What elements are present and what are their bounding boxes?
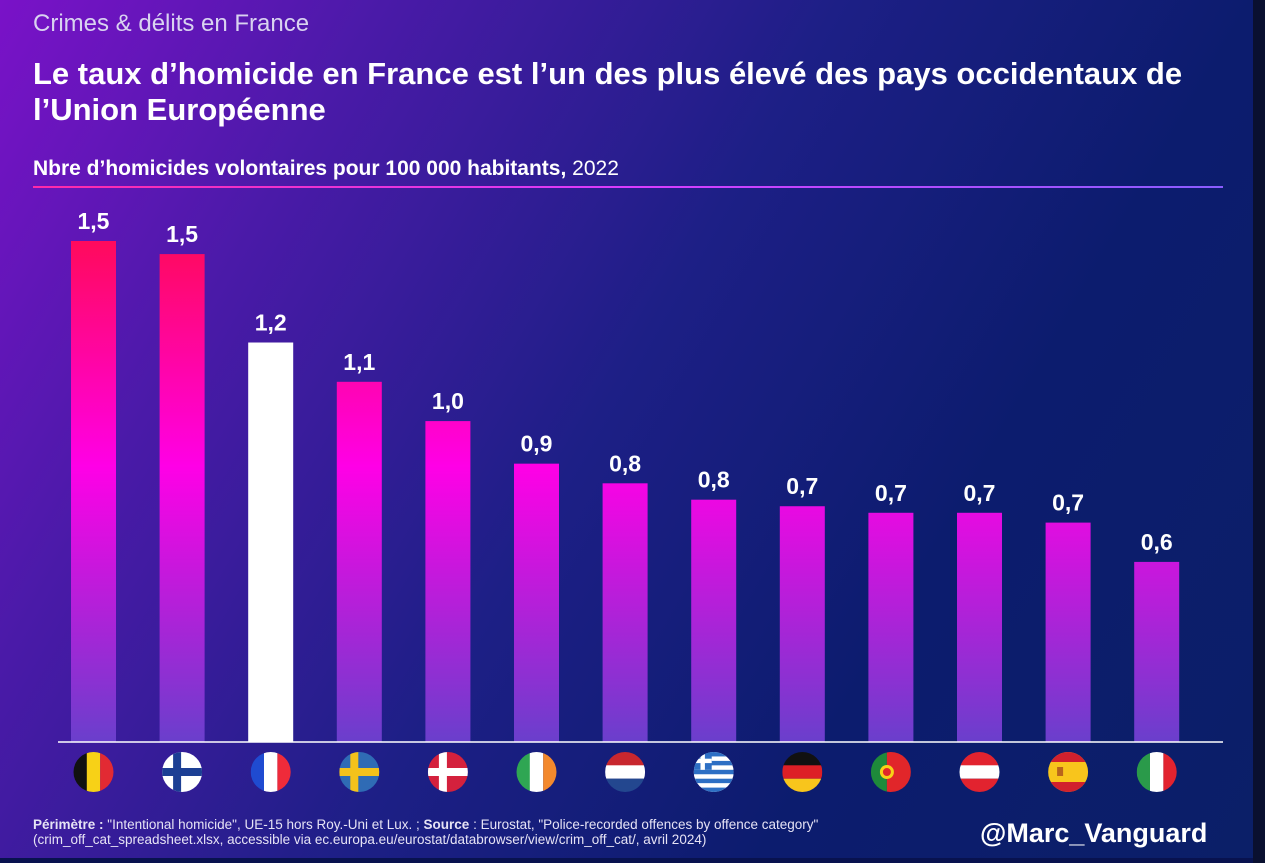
subtitle-measure: Nbre d’homicides volontaires pour 100 00…: [33, 157, 567, 180]
belgium-flag-icon: [73, 752, 114, 792]
portugal-flag-icon: [870, 752, 911, 792]
bar-espagne: [1045, 522, 1091, 742]
value-label-gr-ce: 0,8: [698, 467, 730, 493]
value-label-autriche: 0,7: [964, 480, 996, 506]
bar-pays-bas: [602, 483, 648, 742]
sweden-flag-icon: [339, 752, 380, 792]
bar-finlande: [159, 254, 205, 743]
value-label-espagne: 0,7: [1052, 490, 1084, 516]
value-label-finlande: 1,5: [166, 221, 198, 247]
denmark-flag-icon: [427, 752, 468, 792]
source-text: : Eurostat, "Police-recorded offences by…: [33, 817, 819, 847]
bar-su-de: [336, 381, 382, 742]
greece-flag-icon: [693, 752, 734, 792]
france-flag-icon: [250, 752, 291, 792]
bar-italie: [1134, 561, 1180, 742]
germany-flag-icon: [782, 752, 823, 792]
netherlands-flag-icon: [605, 752, 646, 792]
flags-group: [73, 752, 1177, 792]
source-note: Périmètre : "Intentional homicide", UE-1…: [33, 817, 963, 847]
bar-portugal: [868, 512, 914, 742]
bar-gr-ce: [691, 499, 737, 742]
kicker-label: Crimes & délits en France: [33, 10, 310, 37]
value-label-italie: 0,6: [1141, 529, 1173, 555]
bar-allemagne: [779, 506, 825, 742]
value-label-pays-bas: 0,8: [609, 450, 641, 476]
value-label-danemark: 1,0: [432, 388, 464, 414]
bar-autriche: [957, 512, 1002, 742]
bar-france: [248, 342, 294, 742]
bars-group: 1,5 1,5 1,2 1,1 1,0 0,9 0,8 0,8 0,7 0,7 0,7 0,7 0,6: [71, 208, 1180, 743]
value-label-su-de: 1,1: [343, 349, 375, 375]
subtitle-year: 2022: [572, 157, 619, 180]
perimetre-label: Périmètre :: [33, 817, 104, 832]
bar-irlande: [514, 463, 559, 742]
ireland-flag-icon: [516, 752, 557, 792]
value-label-belgique: 1,5: [78, 208, 110, 234]
value-label-france: 1,2: [255, 310, 287, 336]
italy-flag-icon: [1136, 752, 1177, 792]
bar-danemark: [425, 421, 471, 742]
austria-flag-icon: [959, 752, 1000, 792]
source-label: Source: [423, 817, 470, 832]
bar-belgique: [71, 241, 116, 742]
chart-title: Le taux d’homicide en France est l’un de…: [33, 56, 1183, 127]
finland-flag-icon: [162, 752, 203, 792]
value-label-portugal: 0,7: [875, 480, 907, 506]
value-label-irlande: 0,9: [521, 431, 553, 457]
value-label-allemagne: 0,7: [786, 473, 818, 499]
subtitle-divider: [33, 186, 1223, 188]
perimetre-text: "Intentional homicide", UE-15 hors Roy.-…: [103, 817, 424, 832]
spain-flag-icon: [1048, 752, 1089, 792]
bar-chart: 1,5 1,5 1,2 1,1 1,0 0,9 0,8 0,8 0,7 0,7 0,7 0,7 0,6: [58, 208, 1223, 792]
chart-subtitle: Nbre d’homicides volontaires pour 100 00…: [33, 157, 619, 181]
right-edge: [1253, 0, 1265, 863]
author-handle: @Marc_Vanguard: [980, 818, 1208, 848]
